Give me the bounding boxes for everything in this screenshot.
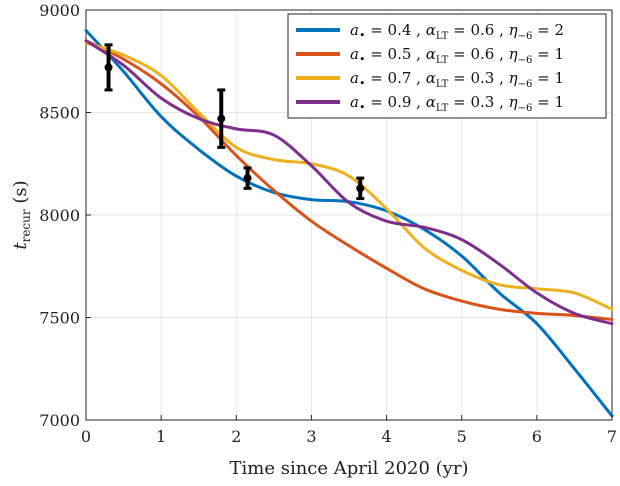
legend-subscript: −6 — [518, 79, 533, 90]
series-line-2 — [84, 39, 614, 322]
observation-point — [243, 174, 252, 183]
x-tick-label: 5 — [457, 427, 467, 446]
legend-subscript: • — [359, 53, 366, 66]
legend-symbol: α — [426, 21, 436, 39]
legend-value: = 0.4 , — [365, 21, 425, 39]
legend-symbol: α — [426, 69, 436, 87]
legend-label-2: a• = 0.5 , αLT = 0.6 , η−6 = 1 — [350, 45, 564, 66]
tick-layer: 0 1 2 3 4 5 6 7 7000 7500 8000 8500 9000 — [39, 1, 617, 446]
legend-value: = 0.9 , — [365, 93, 425, 111]
x-tick-label: 0 — [81, 427, 91, 446]
legend-value: = 1 — [532, 45, 564, 63]
y-axis-title-unit: (s) — [10, 180, 31, 209]
y-axis-title-sub: recur — [19, 209, 33, 242]
series-line-4 — [84, 39, 614, 326]
legend-symbol: α — [426, 45, 436, 63]
legend-symbol: η — [509, 69, 518, 87]
legend-label-4: a• = 0.9 , αLT = 0.3 , η−6 = 1 — [350, 93, 564, 114]
legend-subscript: LT — [436, 79, 449, 90]
legend-symbol: a — [350, 93, 359, 111]
legend-value: = 0.6 , — [448, 45, 508, 63]
legend-label-1: a• = 0.4 , αLT = 0.6 , η−6 = 2 — [350, 21, 564, 42]
y-axis-title-main: t — [10, 242, 31, 250]
legend-value: = 0.3 , — [448, 93, 508, 111]
legend-subscript: −6 — [518, 31, 533, 42]
legend-box — [287, 13, 607, 119]
legend-value: = 0.7 , — [365, 69, 425, 87]
y-tick-label: 8000 — [39, 206, 80, 225]
observation-point — [356, 184, 365, 193]
legend-subscript: LT — [436, 31, 449, 42]
legend-symbol: a — [350, 69, 359, 87]
legend-subscript: LT — [436, 55, 449, 66]
x-tick-label: 7 — [607, 427, 617, 446]
observation-layer — [104, 43, 365, 201]
x-axis-title: Time since April 2020 (yr) — [230, 458, 469, 479]
legend-value: = 1 — [532, 69, 564, 87]
y-tick-label: 7000 — [39, 411, 80, 430]
legend-value: = 0.3 , — [448, 69, 508, 87]
y-tick-label: 9000 — [39, 1, 80, 20]
legend-symbol: η — [509, 93, 518, 111]
legend-subscript: • — [359, 77, 366, 90]
observation-point — [217, 114, 226, 123]
legend: a• = 0.4 , αLT = 0.6 , η−6 = 2a• = 0.5 ,… — [287, 13, 607, 119]
x-tick-label: 2 — [231, 427, 241, 446]
series-line-3 — [84, 41, 614, 311]
y-tick-label: 8500 — [39, 104, 80, 123]
observation-point — [104, 63, 113, 72]
legend-subscript: • — [359, 29, 366, 42]
series-layer — [84, 29, 614, 418]
legend-value: = 2 — [532, 21, 564, 39]
legend-label-3: a• = 0.7 , αLT = 0.3 , η−6 = 1 — [350, 69, 564, 90]
x-tick-label: 1 — [156, 427, 166, 446]
legend-subscript: • — [359, 101, 366, 114]
x-tick-label: 3 — [306, 427, 316, 446]
y-axis-title: trecur (s) — [10, 180, 33, 249]
legend-symbol: a — [350, 45, 359, 63]
legend-symbol: η — [509, 21, 518, 39]
y-tick-label: 7500 — [39, 309, 80, 328]
legend-symbol: α — [426, 93, 436, 111]
x-tick-label: 6 — [532, 427, 542, 446]
legend-value: = 0.6 , — [448, 21, 508, 39]
legend-subscript: −6 — [518, 55, 533, 66]
legend-symbol: η — [509, 45, 518, 63]
legend-subscript: LT — [436, 103, 449, 114]
legend-subscript: −6 — [518, 103, 533, 114]
legend-symbol: a — [350, 21, 359, 39]
legend-value: = 0.5 , — [365, 45, 425, 63]
legend-value: = 1 — [532, 93, 564, 111]
legend-entries: a• = 0.4 , αLT = 0.6 , η−6 = 2a• = 0.5 ,… — [296, 21, 564, 114]
x-tick-label: 4 — [381, 427, 391, 446]
